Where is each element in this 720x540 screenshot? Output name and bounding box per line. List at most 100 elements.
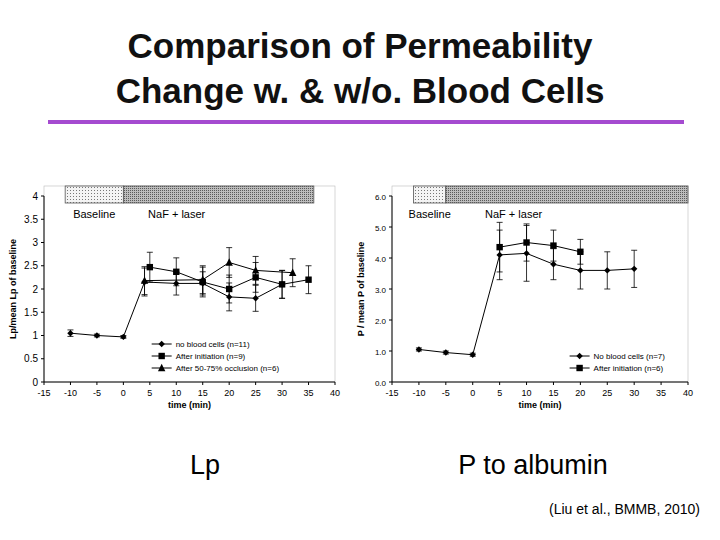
data-point xyxy=(631,266,637,272)
x-tick xyxy=(229,382,230,385)
y-tick xyxy=(41,312,44,313)
y-tick-label: 3.5 xyxy=(24,214,38,225)
error-bar xyxy=(67,330,73,337)
data-point xyxy=(577,249,583,255)
error-bar xyxy=(290,259,296,287)
x-tick xyxy=(526,382,527,385)
data-point xyxy=(252,295,258,301)
y-tick-label: 1 xyxy=(32,330,38,341)
phase-bar xyxy=(123,186,313,203)
error-bar xyxy=(147,252,153,282)
x-tick xyxy=(688,382,689,385)
x-tick xyxy=(553,382,554,385)
chart: BaselineNaF + laser-15-10-50510152025303… xyxy=(8,186,340,410)
y-tick-label: 6.0 xyxy=(375,193,387,202)
x-tick-label: 10 xyxy=(522,388,532,398)
x-tick-label: 30 xyxy=(277,388,287,398)
error-bar xyxy=(253,256,259,284)
data-point xyxy=(67,330,73,336)
y-tick xyxy=(389,227,392,228)
x-tick-label: 30 xyxy=(629,388,639,398)
legend: No blood cells (n=7)After initiation (n=… xyxy=(570,352,666,373)
y-tick-label: 1.5 xyxy=(24,307,38,318)
x-tick-label: 15 xyxy=(198,388,208,398)
y-tick-label: 4.0 xyxy=(375,255,387,264)
legend-marker xyxy=(158,341,164,347)
x-tick-label: 35 xyxy=(304,388,314,398)
error-bar xyxy=(279,270,285,298)
x-tick-label: 20 xyxy=(575,388,585,398)
data-point xyxy=(305,277,311,283)
x-tick xyxy=(202,382,203,385)
y-tick xyxy=(389,196,392,197)
y-tick xyxy=(389,289,392,290)
x-tick-label: -5 xyxy=(442,388,450,398)
x-tick xyxy=(176,382,177,385)
x-tick-label: 0 xyxy=(470,388,475,398)
series-line xyxy=(145,262,293,280)
y-tick-label: 0.0 xyxy=(375,379,387,388)
y-tick xyxy=(389,258,392,259)
x-axis xyxy=(392,382,688,383)
legend: no blood cells (n=11)After initiation (n… xyxy=(152,340,280,373)
x-tick xyxy=(335,382,336,385)
data-point xyxy=(252,266,259,273)
x-tick-label: -10 xyxy=(412,388,425,398)
y-tick xyxy=(389,351,392,352)
y-tick xyxy=(389,382,392,383)
y-tick-label: 0.5 xyxy=(24,353,38,364)
data-point xyxy=(550,261,556,267)
x-tick-label: 5 xyxy=(147,388,152,398)
y-tick-label: 2.5 xyxy=(24,260,38,271)
x-tick-label: -10 xyxy=(64,388,77,398)
data-point xyxy=(279,281,285,287)
x-tick-label: 0 xyxy=(121,388,126,398)
data-point xyxy=(604,267,610,273)
phase-label: Baseline xyxy=(73,208,115,220)
error-bar xyxy=(497,222,503,272)
data-point xyxy=(226,286,232,292)
error-bar xyxy=(524,224,530,261)
y-tick xyxy=(41,265,44,266)
y-tick xyxy=(41,219,44,220)
x-tick-label: 25 xyxy=(602,388,612,398)
error-bar xyxy=(173,258,179,286)
data-point xyxy=(141,276,148,283)
x-tick xyxy=(445,382,446,385)
data-point xyxy=(173,269,179,275)
x-tick xyxy=(70,382,71,385)
x-tick xyxy=(580,382,581,385)
y-tick xyxy=(41,358,44,359)
y-tick xyxy=(41,289,44,290)
legend-label: No blood cells (n=7) xyxy=(594,352,666,361)
slide-title: Change w. & w/o. Blood Cells xyxy=(116,71,605,110)
error-bar xyxy=(226,248,232,278)
x-tick-label: 5 xyxy=(497,388,502,398)
y-tick-label: 0 xyxy=(32,377,38,388)
caption: Lp xyxy=(190,450,220,480)
y-axis-label: Lp/mean Lp of baseline xyxy=(8,239,18,339)
x-tick-label: 40 xyxy=(683,388,693,398)
x-tick-label: 20 xyxy=(224,388,234,398)
x-tick xyxy=(472,382,473,385)
y-tick-label: 2.0 xyxy=(375,317,387,326)
data-point xyxy=(523,239,529,245)
x-tick-label: 35 xyxy=(656,388,666,398)
error-bar xyxy=(604,252,610,289)
data-point xyxy=(496,244,502,250)
x-tick xyxy=(255,382,256,385)
data-point xyxy=(199,276,206,283)
y-tick xyxy=(41,196,44,197)
y-tick-label: 4 xyxy=(32,191,38,202)
y-tick xyxy=(389,320,392,321)
x-axis-label: time (min) xyxy=(168,400,211,410)
x-tick xyxy=(96,382,97,385)
data-point xyxy=(120,334,126,340)
phase-bar xyxy=(414,186,446,203)
data-point xyxy=(577,267,583,273)
x-tick xyxy=(123,382,124,385)
data-point xyxy=(279,281,285,287)
data-point xyxy=(289,269,296,276)
y-tick xyxy=(41,335,44,336)
y-axis-label: P / mean P of baseline xyxy=(356,242,366,337)
